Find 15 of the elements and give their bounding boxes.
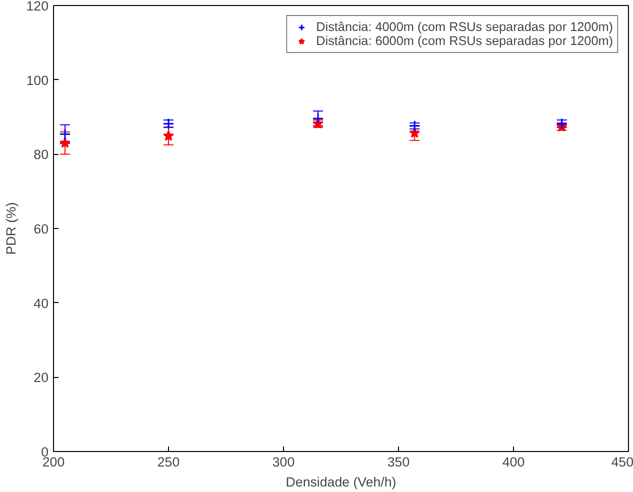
- x-tick-label: 450: [611, 454, 633, 470]
- x-tick-label: 350: [387, 454, 410, 470]
- y-tick-label: 40: [34, 296, 49, 311]
- legend-label: Distância: 4000m (com RSUs separadas por 1200m): [316, 20, 613, 34]
- y-tick-label: 80: [34, 147, 49, 162]
- x-axis-title: Densidade (Veh/h): [286, 474, 396, 490]
- y-tick-label: 120: [26, 0, 49, 14]
- y-axis-title: PDR (%): [3, 202, 18, 255]
- y-tick-label: 100: [26, 72, 49, 88]
- x-tick-label: 250: [157, 454, 180, 470]
- legend-label: Distância: 6000m (com RSUs separadas por 1200m): [316, 34, 613, 48]
- x-tick-label: 300: [272, 454, 295, 470]
- y-tick-label: 60: [34, 222, 49, 236]
- x-tick-label: 400: [502, 454, 525, 470]
- y-tick-label: 20: [34, 370, 49, 386]
